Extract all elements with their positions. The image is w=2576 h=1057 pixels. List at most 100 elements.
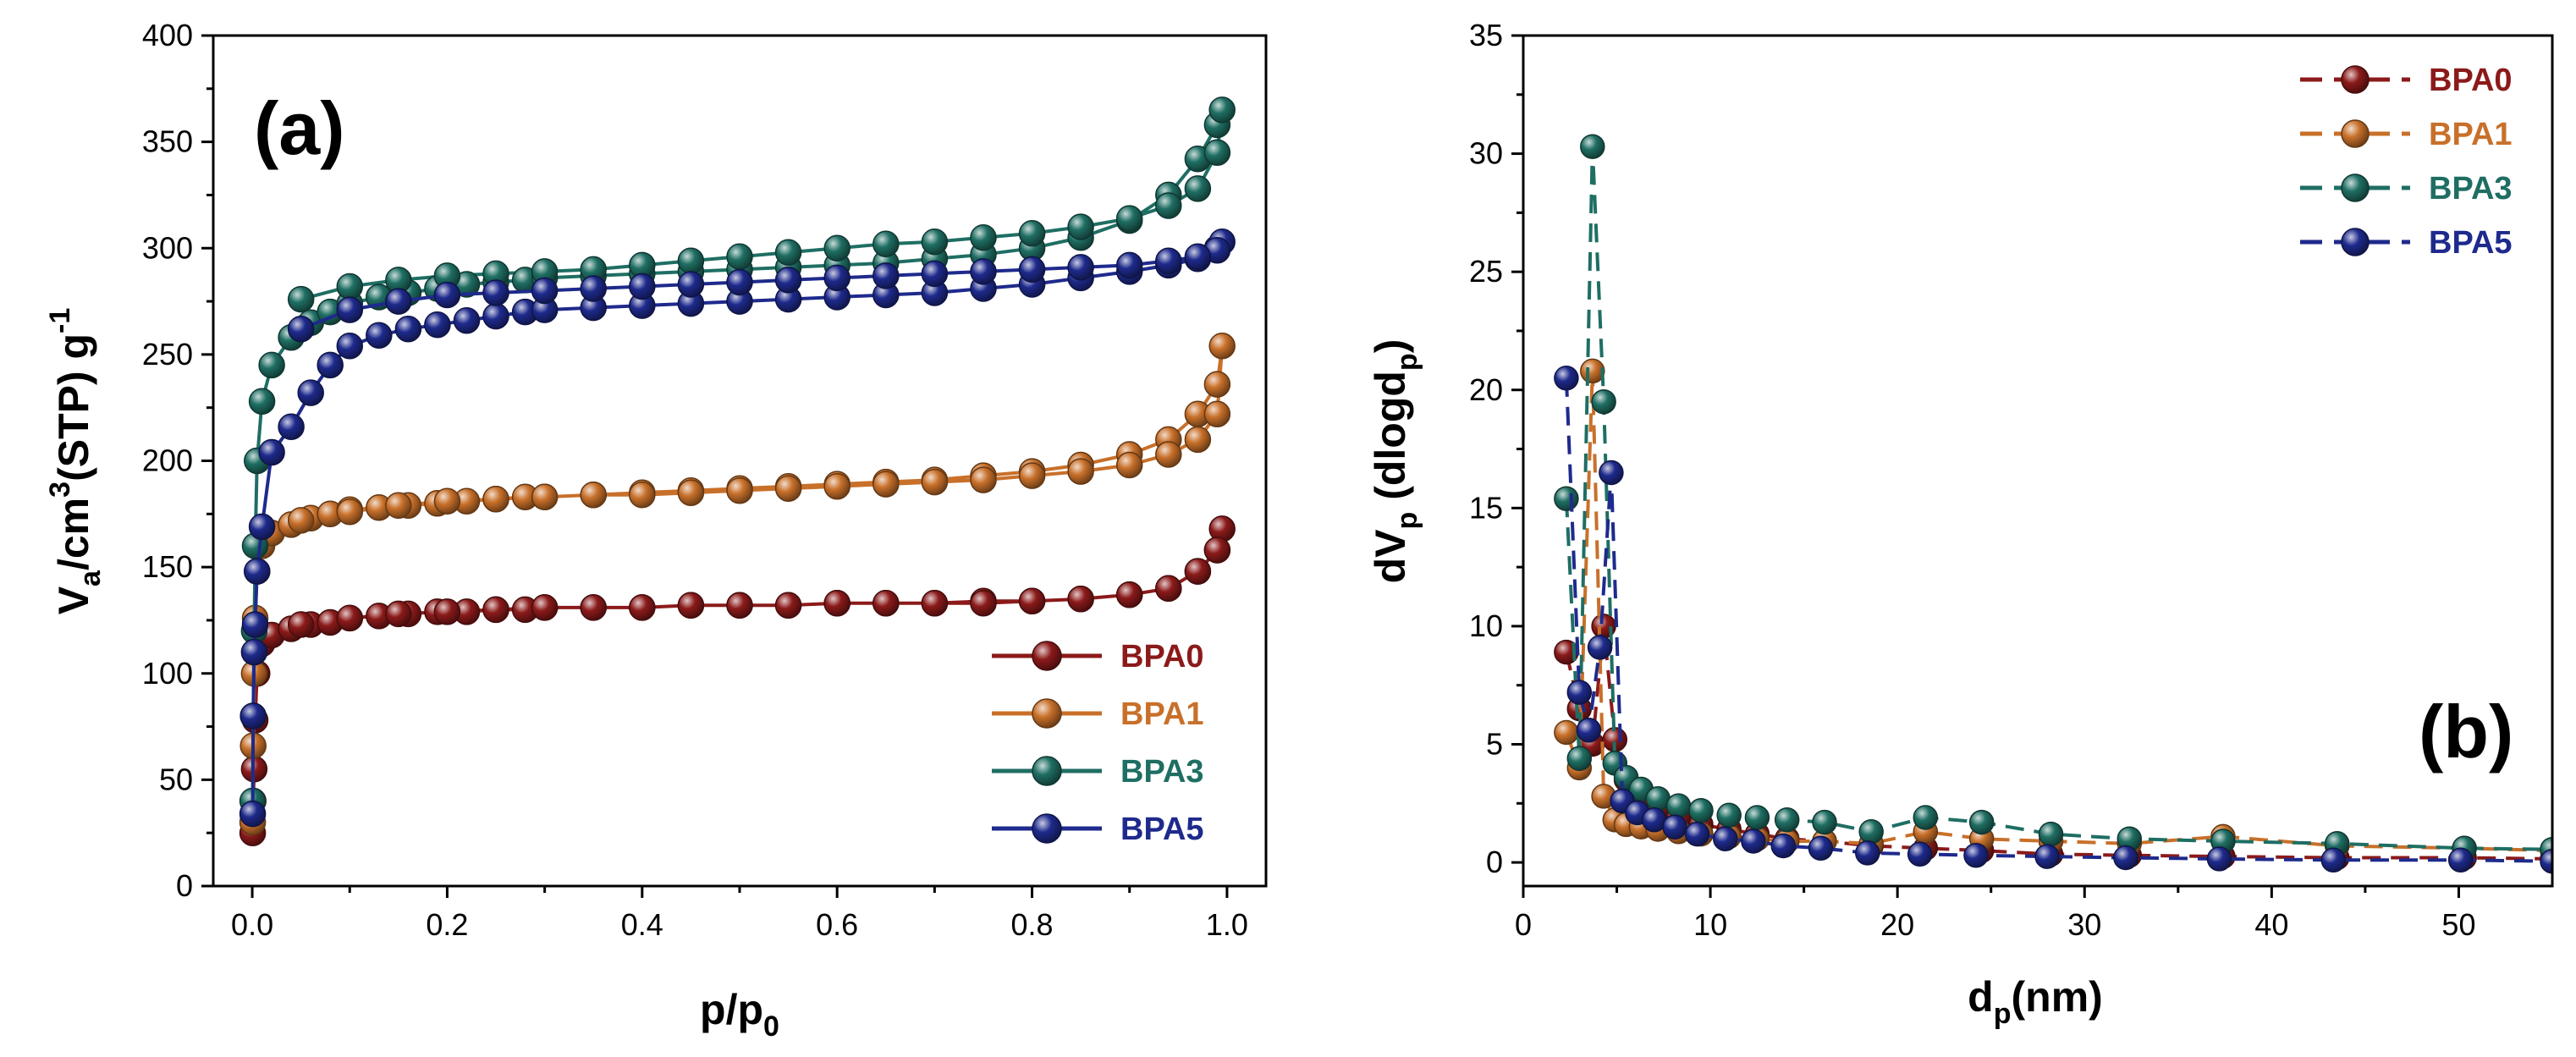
data-point bbox=[248, 388, 276, 415]
x-tick-label: 0.0 bbox=[231, 907, 273, 942]
legend-item-bpa1: BPA1 bbox=[992, 696, 1204, 732]
chart-a-series bbox=[239, 96, 1236, 846]
chart-b-frame bbox=[1522, 34, 2554, 888]
data-point bbox=[921, 590, 949, 617]
data-point bbox=[1184, 426, 1212, 454]
data-point bbox=[872, 230, 900, 257]
legend-label: BPA0 bbox=[1120, 639, 1204, 674]
data-point bbox=[531, 594, 559, 621]
chart-a-panel-label: (a) bbox=[254, 86, 345, 170]
data-point bbox=[1566, 680, 1593, 705]
data-point bbox=[433, 487, 461, 515]
legend-marker bbox=[1032, 756, 1062, 786]
x-tick-label: 50 bbox=[2441, 907, 2475, 942]
chart-b-x-axis-title: dp(nm) bbox=[1968, 973, 2103, 1030]
series-line bbox=[1565, 371, 2552, 853]
data-point bbox=[1855, 840, 1880, 866]
y-tick-label: 300 bbox=[142, 230, 193, 265]
chart-b-legend: BPA0 BPA1 BPA3 BPA5 bbox=[2300, 63, 2513, 261]
data-point bbox=[872, 471, 900, 498]
data-point bbox=[1208, 333, 1236, 360]
data-point bbox=[970, 258, 997, 285]
data-point bbox=[677, 247, 705, 275]
series-bpa5 bbox=[1554, 366, 2552, 874]
data-point bbox=[1115, 451, 1143, 479]
data-point bbox=[1599, 460, 1624, 486]
data-point bbox=[2034, 844, 2060, 869]
legend-marker bbox=[2341, 173, 2370, 202]
data-point bbox=[316, 351, 344, 379]
data-point bbox=[1744, 805, 1770, 830]
data-point bbox=[1018, 256, 1046, 284]
data-point bbox=[1208, 96, 1236, 124]
series-bpa0 bbox=[239, 515, 1236, 846]
data-point bbox=[1554, 719, 1579, 746]
series-bpa1 bbox=[1554, 358, 2552, 863]
data-point bbox=[1858, 819, 1884, 845]
data-point bbox=[1067, 213, 1094, 240]
chart-b-xtick-labels: 0 10 20 30 40 50 bbox=[1515, 907, 2475, 942]
data-point bbox=[970, 590, 997, 617]
legend-label: BPA0 bbox=[2429, 63, 2513, 98]
y-tick-label: 200 bbox=[142, 443, 193, 478]
data-point bbox=[970, 223, 997, 251]
series-bpa5 bbox=[239, 228, 1236, 828]
x-tick-label: 20 bbox=[1880, 907, 1914, 942]
data-point bbox=[1716, 802, 1742, 829]
y-tick-label: 20 bbox=[1469, 372, 1503, 407]
data-point bbox=[629, 273, 656, 300]
series-bpa3 bbox=[1554, 134, 2552, 862]
data-point bbox=[1566, 746, 1593, 772]
y-tick-label: 10 bbox=[1469, 608, 1503, 643]
data-point bbox=[823, 264, 850, 292]
y-tick-label: 100 bbox=[142, 656, 193, 691]
data-point bbox=[297, 379, 324, 406]
series-line bbox=[1564, 625, 2552, 861]
data-point bbox=[1587, 635, 1613, 660]
data-point bbox=[1067, 586, 1094, 613]
data-point bbox=[385, 492, 412, 520]
y-tick-label: 400 bbox=[142, 18, 193, 52]
legend-marker bbox=[2341, 65, 2370, 94]
legend-marker bbox=[2341, 228, 2370, 256]
data-point bbox=[336, 333, 364, 360]
data-point bbox=[1203, 371, 1231, 398]
y-tick-label: 50 bbox=[159, 762, 193, 796]
data-point bbox=[482, 596, 509, 624]
data-point bbox=[239, 702, 267, 729]
legend-label: BPA1 bbox=[2429, 117, 2513, 152]
data-point bbox=[921, 468, 949, 496]
chart-a-legend: BPA0 BPA1 BPA3 BPA5 bbox=[992, 639, 1204, 847]
data-point bbox=[1115, 581, 1143, 608]
legend-label: BPA5 bbox=[2429, 225, 2513, 261]
data-point bbox=[823, 590, 850, 617]
legend-item-bpa1: BPA1 bbox=[2300, 117, 2513, 152]
data-point bbox=[241, 611, 269, 638]
data-point bbox=[1554, 366, 1579, 391]
data-point bbox=[1155, 441, 1182, 468]
data-point bbox=[453, 306, 481, 334]
chart-a-y-axis-title: Va/cm3(STP) g-1 bbox=[44, 308, 107, 615]
data-point bbox=[580, 481, 607, 509]
data-point bbox=[1665, 793, 1692, 818]
data-point bbox=[258, 438, 285, 466]
data-point bbox=[336, 273, 364, 300]
data-point bbox=[287, 315, 315, 343]
series-line bbox=[1564, 146, 2552, 851]
data-point bbox=[1203, 139, 1231, 166]
legend-label: BPA5 bbox=[1120, 812, 1204, 847]
data-point bbox=[823, 234, 850, 262]
data-point bbox=[2320, 847, 2347, 873]
data-point bbox=[482, 485, 509, 513]
data-point bbox=[726, 476, 753, 504]
legend-marker bbox=[1032, 813, 1062, 844]
data-point bbox=[1684, 821, 1710, 847]
data-point bbox=[433, 281, 461, 309]
data-point bbox=[872, 262, 900, 289]
data-point bbox=[872, 590, 900, 617]
x-tick-label: 40 bbox=[2254, 907, 2288, 942]
data-point bbox=[239, 800, 267, 828]
chart-b-panel-label: (b) bbox=[2419, 690, 2513, 773]
data-point bbox=[482, 302, 509, 330]
